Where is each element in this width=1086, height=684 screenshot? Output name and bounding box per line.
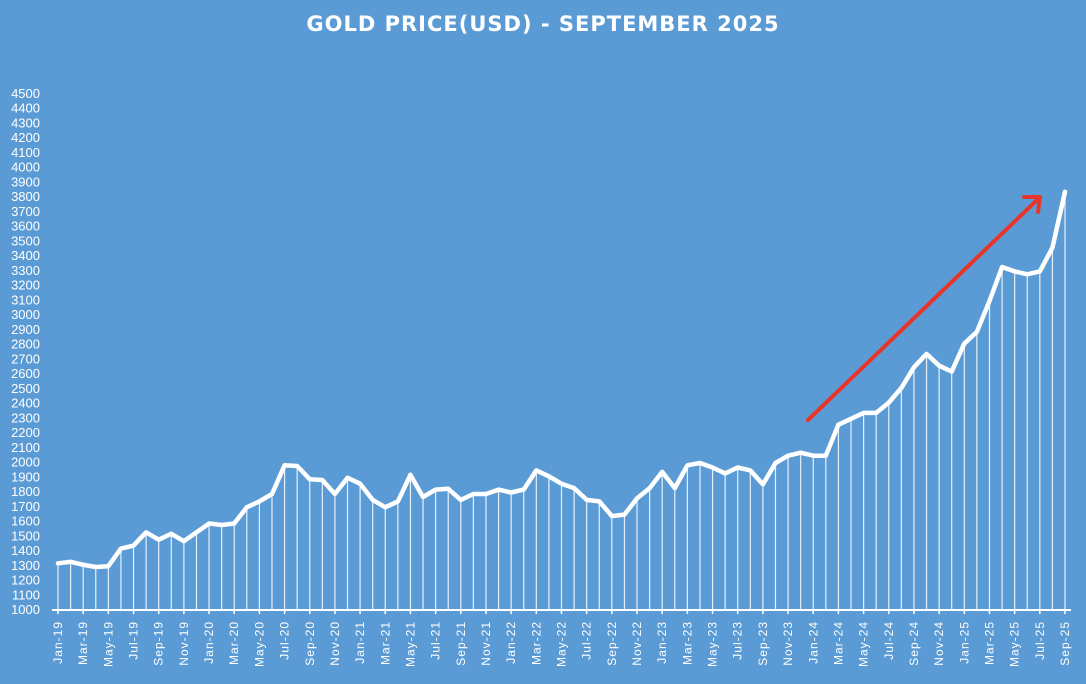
y-tick-label: 4200 [11,130,40,145]
x-tick-label: Nov-19 [177,621,191,666]
y-tick-label: 1500 [11,528,40,543]
x-tick-label: May-22 [555,621,569,667]
y-tick-label: 3500 [11,233,40,248]
x-tick-label: Mar-25 [982,621,996,665]
y-tick-label: 4300 [11,115,40,130]
x-tick-label: Jul-24 [882,621,896,660]
drop-lines [57,191,1066,609]
x-tick-label: Sep-24 [907,621,921,666]
x-tick-label: Jan-25 [957,621,971,664]
x-tick-label: May-20 [252,621,266,667]
y-tick-label: 2200 [11,425,40,440]
x-tick-label: Mar-23 [680,621,694,665]
y-tick-label: 1400 [11,543,40,558]
trend-arrow-icon [806,195,1042,422]
y-tick-label: 2000 [11,455,40,470]
y-tick-label: 1900 [11,469,40,484]
y-tick-label: 3000 [11,307,40,322]
y-tick-label: 3800 [11,189,40,204]
y-tick-label: 4500 [11,86,40,101]
y-tick-label: 2700 [11,351,40,366]
y-axis: 1000110012001300140015001600170018001900… [11,86,40,617]
x-tick-label: May-19 [101,621,115,667]
price-line [55,189,1068,570]
x-tick-label: Mar-22 [529,621,543,665]
x-axis: Jan-19 Mar-19 May-19 Jul-19 Sep-19 Nov-19 Jan-… [51,609,1072,667]
y-tick-label: 1200 [11,573,40,588]
x-tick-label: May-21 [403,621,417,667]
x-tick-label: Jan-21 [353,621,367,664]
x-tick-label: Jan-20 [202,621,216,664]
y-tick-label: 2800 [11,337,40,352]
x-tick-label: Mar-19 [76,621,90,665]
y-tick-label: 1700 [11,499,40,514]
y-tick-label: 2100 [11,440,40,455]
y-tick-label: 4100 [11,145,40,160]
chart-title: GOLD PRICE(USD) - SEPTEMBER 2025 [306,12,780,36]
y-tick-label: 3400 [11,248,40,263]
y-tick-label: 3900 [11,174,40,189]
x-tick-label: Jul-22 [580,621,594,660]
y-tick-label: 3100 [11,292,40,307]
x-tick-label: Jan-23 [655,621,669,664]
y-tick-label: 3700 [11,204,40,219]
y-tick-label: 1300 [11,558,40,573]
x-tick-label: Sep-21 [454,621,468,666]
y-tick-label: 1600 [11,514,40,529]
x-tick-label: May-24 [857,621,871,667]
x-tick-label: Sep-25 [1058,621,1072,666]
x-tick-label: Nov-21 [479,621,493,666]
x-tick-label: May-23 [706,621,720,667]
x-tick-label: Jul-21 [429,621,443,660]
y-tick-label: 4400 [11,101,40,116]
x-tick-label: Mar-21 [378,621,392,665]
y-tick-label: 1000 [11,602,40,617]
x-tick-label: Nov-23 [781,621,795,666]
y-tick-label: 3200 [11,278,40,293]
x-tick-label: Jan-22 [504,621,518,664]
y-tick-label: 4000 [11,160,40,175]
x-tick-label: Jul-19 [127,621,141,660]
y-tick-label: 2600 [11,366,40,381]
x-tick-label: Jul-20 [278,621,292,660]
x-tick-label: Mar-24 [831,621,845,665]
x-tick-label: Jul-25 [1033,621,1047,660]
x-tick-label: Sep-23 [756,621,770,666]
y-tick-label: 3300 [11,263,40,278]
y-tick-label: 2400 [11,396,40,411]
x-tick-label: Nov-20 [328,621,342,666]
y-tick-label: 2900 [11,322,40,337]
x-tick-label: Nov-22 [630,621,644,666]
y-tick-label: 2500 [11,381,40,396]
y-tick-label: 3600 [11,219,40,234]
x-tick-label: Sep-20 [303,621,317,666]
x-tick-label: Jan-19 [51,621,65,664]
x-tick-label: May-25 [1008,621,1022,667]
x-tick-label: Jan-24 [806,621,820,664]
x-tick-label: Jul-23 [731,621,745,660]
x-tick-label: Sep-22 [605,621,619,666]
y-tick-label: 2300 [11,410,40,425]
y-tick-label: 1100 [12,587,40,602]
x-tick-label: Mar-20 [227,621,241,665]
x-tick-label: Sep-19 [152,621,166,666]
x-tick-label: Nov-24 [932,621,946,666]
y-tick-label: 1800 [11,484,40,499]
